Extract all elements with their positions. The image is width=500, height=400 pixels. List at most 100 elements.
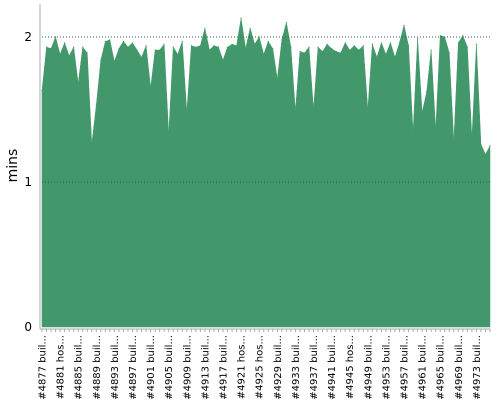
data-point [150, 87, 152, 89]
data-point [249, 27, 251, 29]
data-point [190, 45, 192, 47]
data-point [222, 59, 224, 61]
data-point [59, 53, 61, 56]
data-point [245, 48, 247, 50]
data-point [317, 46, 319, 48]
data-point [326, 43, 328, 45]
data-point [331, 48, 333, 50]
data-point [68, 55, 70, 57]
data-point [91, 143, 93, 145]
data-point [231, 43, 233, 45]
data-point [321, 50, 324, 53]
data-point [168, 133, 170, 135]
data-point [136, 49, 138, 51]
x-tick-label: #4889 buil... [92, 335, 103, 400]
data-point [140, 56, 143, 58]
data-point [131, 42, 134, 44]
x-tick-label: #4901 buil... [146, 335, 157, 400]
data-point [484, 153, 487, 156]
x-tick-label: #4909 buil... [182, 335, 193, 400]
data-point [398, 42, 401, 44]
area-fill [41, 18, 491, 328]
x-tick-label: #4913 buil... [200, 335, 211, 400]
data-point [421, 111, 423, 113]
data-point [45, 46, 48, 48]
data-point [100, 59, 102, 61]
axes [39, 4, 490, 330]
data-point [417, 37, 419, 40]
x-tick-label: #4949 buil... [363, 335, 374, 400]
data-point [109, 39, 111, 41]
y-tick-label: 0 [24, 320, 32, 334]
x-tick-label: #4973 buil... [472, 335, 483, 400]
y-tick-labels: 0 1 2 [24, 30, 32, 334]
data-point [475, 43, 478, 45]
data-point [41, 90, 43, 92]
y-tick-label: 2 [24, 30, 32, 44]
data-point [462, 34, 464, 37]
data-point [362, 45, 364, 47]
data-point [122, 40, 125, 42]
x-tick-label: #4893 buil... [110, 335, 121, 400]
data-point [349, 49, 351, 51]
data-point [82, 46, 84, 48]
data-point [163, 43, 165, 45]
y-axis-title: mins [5, 149, 21, 183]
data-point [186, 111, 188, 113]
y-tick-label: 1 [24, 175, 32, 189]
data-point [407, 45, 410, 47]
x-tick-label: #4877 buil... [38, 335, 49, 400]
x-tick-label: #4881 hos... [56, 335, 67, 399]
data-point [439, 34, 441, 37]
data-point [217, 46, 220, 48]
x-tick-label: #4937 buil... [309, 335, 320, 400]
data-point [54, 36, 57, 38]
data-point [208, 49, 211, 51]
data-point [403, 24, 405, 26]
data-point [195, 46, 197, 48]
data-point [50, 48, 52, 50]
data-point [104, 40, 106, 42]
data-point [457, 42, 459, 44]
x-tick-label: #4957 buil... [400, 335, 411, 400]
x-tick-label: #4929 buil... [273, 335, 284, 400]
data-point [453, 140, 455, 142]
data-point [358, 49, 360, 51]
x-tick-label: #4925 hos... [255, 335, 266, 399]
data-point [95, 104, 97, 106]
data-point [64, 42, 66, 44]
x-tick-label: #4961 buil... [418, 335, 429, 400]
data-point [113, 61, 115, 63]
data-point [240, 17, 242, 19]
x-tick-label: #4969 buil... [454, 335, 465, 400]
data-point [376, 56, 378, 58]
x-tick-label: #4921 hos... [237, 335, 248, 399]
data-point [394, 56, 396, 58]
data-point [159, 49, 161, 51]
data-point [77, 82, 79, 84]
data-point [199, 45, 201, 47]
area-series [41, 17, 491, 328]
data-point [267, 40, 269, 42]
data-point [426, 91, 428, 93]
data-point [73, 46, 75, 48]
data-point [235, 45, 238, 47]
data-point [385, 53, 387, 56]
data-point [172, 46, 174, 48]
data-point [471, 137, 473, 140]
data-point [254, 43, 256, 45]
x-tick-label: #4905 buil... [164, 335, 175, 400]
data-point [412, 132, 414, 134]
data-point [263, 53, 265, 56]
data-point [181, 40, 183, 42]
data-point [118, 48, 120, 50]
data-point [466, 46, 468, 48]
data-point [127, 46, 129, 48]
data-point [204, 27, 206, 29]
data-point [303, 52, 306, 54]
x-tick-label: #4953 buil... [381, 335, 392, 400]
data-point [272, 48, 274, 50]
data-point [489, 145, 491, 147]
data-point [226, 46, 229, 48]
data-point [213, 45, 215, 47]
